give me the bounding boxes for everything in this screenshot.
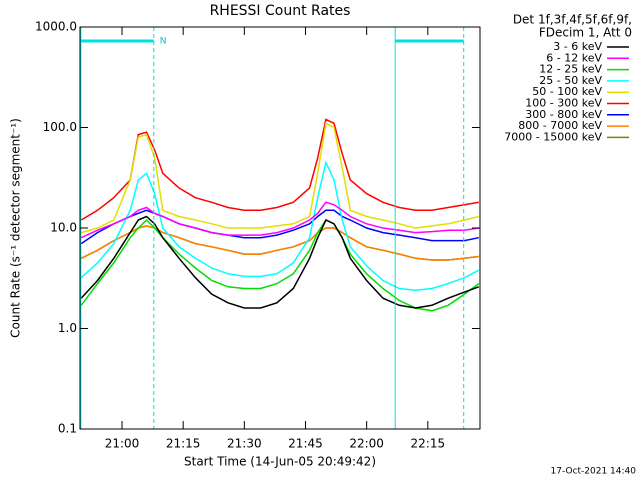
series-line <box>80 209 479 245</box>
legend-label: 12 - 25 keV <box>539 63 602 76</box>
legend-label: 50 - 100 keV <box>532 85 602 98</box>
interval-label: N <box>160 37 167 47</box>
x-tick-label: 22:00 <box>349 437 384 451</box>
series-line <box>80 118 479 221</box>
y-axis-label: Count Rate (s⁻¹ detector segment⁻¹) <box>9 118 23 338</box>
legend-label: 3 - 6 keV <box>553 40 602 53</box>
legend-label: 300 - 800 keV <box>525 108 602 121</box>
legend-label: 6 - 12 keV <box>546 51 602 64</box>
series-line <box>80 218 480 312</box>
series-line <box>80 225 479 261</box>
series-line <box>80 215 480 309</box>
y-tick-label: 100.0 <box>43 120 77 134</box>
x-tick-label: 21:30 <box>227 437 262 451</box>
legend-title: FDecim 1, Att 0 <box>539 26 632 40</box>
chart-title: RHESSI Count Rates <box>210 3 351 19</box>
legend-title: Det 1f,3f,4f,5f,6f,9f, <box>513 13 632 27</box>
y-tick-label: 0.1 <box>58 422 77 436</box>
legend-label: 100 - 300 keV <box>525 97 602 110</box>
y-tick-label: 10.0 <box>50 221 77 235</box>
legend-label: 7000 - 15000 keV <box>504 130 602 143</box>
y-tick-label: 1000.0 <box>35 20 77 34</box>
series-line <box>80 160 480 292</box>
x-tick-label: 21:00 <box>105 437 140 451</box>
x-tick-label: 21:45 <box>288 437 323 451</box>
y-tick-label: 1.0 <box>58 321 77 335</box>
footer: 17-Oct-2021 14:40 <box>551 467 637 477</box>
series-line <box>80 122 479 234</box>
legend-label: 800 - 7000 keV <box>518 119 602 132</box>
x-axis-label: Start Time (14-Jun-05 20:49:42) <box>184 455 376 469</box>
x-tick-label: 21:15 <box>166 437 201 451</box>
series-line <box>80 201 479 239</box>
x-tick-label: 22:15 <box>411 437 446 451</box>
legend-label: 25 - 50 keV <box>539 74 602 87</box>
